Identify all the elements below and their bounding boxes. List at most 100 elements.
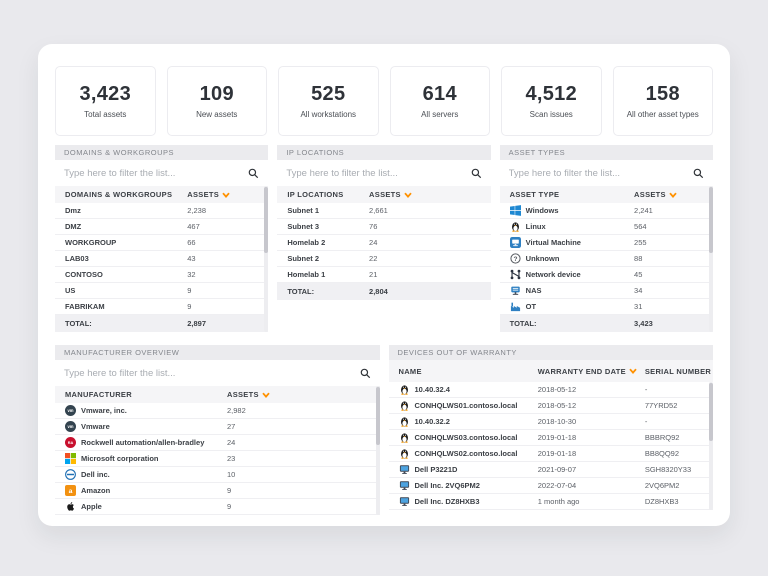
scrollbar-thumb[interactable] <box>709 383 713 441</box>
stat-all-workstations[interactable]: 525 All workstations <box>278 66 379 136</box>
table-body: Subnet 1 2,661 Subnet 3 76 Homelab 2 24 Subnet… <box>277 203 491 283</box>
scrollbar-thumb[interactable] <box>708 187 713 253</box>
table-row[interactable]: ? Unknown 88 <box>499 251 713 267</box>
warranty-end-date: 1 month ago <box>537 497 580 506</box>
row-label: OT <box>500 301 634 312</box>
table-row[interactable]: Dmz 2,238 <box>55 203 269 219</box>
panel-ip-locations: IP LOCATIONS IP LOCATIONS ASSETS Subnet … <box>277 145 491 300</box>
scrollbar[interactable] <box>375 386 380 515</box>
table-row[interactable]: Linux 564 <box>499 219 713 235</box>
linux-icon <box>399 416 410 427</box>
scrollbar-thumb[interactable] <box>264 187 269 253</box>
scrollbar[interactable] <box>264 186 269 332</box>
panel-title: DOMAINS & WORKGROUPS <box>55 145 269 160</box>
table-header: IP LOCATIONS ASSETS <box>277 186 491 203</box>
device-name: CONHQLWS02.contoso.local <box>389 448 538 459</box>
stat-label: All other asset types <box>626 110 699 119</box>
stat-scan-issues[interactable]: 4,512 Scan issues <box>501 66 602 136</box>
panel-domains-workgroups: DOMAINS & WORKGROUPS DOMAINS & WORKGROUP… <box>55 145 269 332</box>
svg-text:RA: RA <box>68 441 74 445</box>
table-row[interactable]: Subnet 1 2,661 <box>277 203 491 219</box>
row-label: LAB03 <box>65 254 89 263</box>
table-row[interactable]: Virtual Machine 255 <box>499 235 713 251</box>
table-row[interactable]: US 9 <box>55 283 269 299</box>
table-row[interactable]: RA Rockwell automation/allen-bradley 24 <box>55 435 380 451</box>
column-header: SERIAL NUMBER <box>644 366 712 376</box>
row-label: Windows <box>500 205 634 216</box>
stat-other-asset-types[interactable]: 158 All other asset types <box>612 66 713 136</box>
table-row[interactable]: Subnet 2 22 <box>277 251 491 267</box>
table-row[interactable]: Homelab 1 21 <box>277 267 491 283</box>
row-value: 467 <box>187 222 200 231</box>
filter-input[interactable] <box>286 167 471 179</box>
table-row[interactable]: CONHQLWS01.contoso.local 2018-05-12 77YRD5… <box>388 398 713 414</box>
scrollbar-thumb[interactable] <box>375 387 380 446</box>
row-label: vm Vmware <box>55 421 227 432</box>
table-row[interactable]: 10.40.32.2 2018-10-30 - <box>388 414 713 430</box>
stat-total-assets[interactable]: 3,423 Total assets <box>55 66 156 136</box>
device-name: CONHQLWS01.contoso.local <box>389 400 538 411</box>
filter-input[interactable] <box>64 167 249 179</box>
table-row[interactable]: OT 31 <box>499 299 713 315</box>
table-row[interactable]: Dell Inc. DZ8HXB3 1 month ago DZ8HXB3 <box>388 494 713 510</box>
search-icon[interactable] <box>693 168 704 179</box>
search-icon[interactable] <box>360 368 371 379</box>
sort-chevron-down-icon <box>404 192 412 198</box>
table-row[interactable]: Dell inc. 10 <box>55 467 380 483</box>
row-value: 24 <box>226 438 236 447</box>
row-label: Subnet 1 <box>287 206 319 215</box>
filter-row <box>277 160 491 186</box>
column-header-sort[interactable]: ASSETS <box>187 190 268 199</box>
stat-value: 109 <box>199 83 234 105</box>
stat-label: New assets <box>196 110 238 119</box>
table-row[interactable]: Windows 2,241 <box>499 203 713 219</box>
row-label: RA Rockwell automation/allen-bradley <box>55 437 227 448</box>
dell-icon <box>65 469 76 480</box>
table-row[interactable]: NAS 34 <box>499 283 713 299</box>
table-row[interactable]: Dell P3221D 2021-09-07 SGH8320Y33 <box>388 462 713 478</box>
search-icon[interactable] <box>471 168 482 179</box>
table-row[interactable]: Microsoft corporation 23 <box>55 451 380 467</box>
stat-new-assets[interactable]: 109 New assets <box>166 66 267 136</box>
device-name: Dell Inc. 2VQ6PM2 <box>389 480 538 491</box>
table-row[interactable]: Dell Inc. 2VQ6PM2 2022-07-04 2VQ6PM2 <box>388 478 713 494</box>
table-row[interactable]: Homelab 2 24 <box>277 235 491 251</box>
table-row[interactable]: CONTOSO 32 <box>55 267 269 283</box>
filter-input[interactable] <box>64 367 360 379</box>
serial-number: - <box>644 385 648 394</box>
row-label: Dell inc. <box>55 469 227 480</box>
warranty-end-date: 2018-05-12 <box>537 385 577 394</box>
table-row[interactable]: 10.40.32.4 2018-05-12 - <box>388 382 713 398</box>
table-row[interactable]: DMZ 467 <box>55 219 269 235</box>
table-row[interactable]: vm Vmware, inc. 2,982 <box>55 403 380 419</box>
table-row[interactable]: Apple 9 <box>55 499 380 515</box>
filter-input[interactable] <box>508 167 693 179</box>
column-header-sort[interactable]: ASSETS <box>634 190 713 199</box>
table-row[interactable]: a Amazon 9 <box>55 483 380 499</box>
table-row[interactable]: FABRIKAM 9 <box>55 299 269 315</box>
table-row[interactable]: Subnet 3 76 <box>277 219 491 235</box>
monitor-icon <box>399 496 410 507</box>
dashboard-card: 3,423 Total assets 109 New assets 525 Al… <box>38 44 730 526</box>
table-header: DOMAINS & WORKGROUPS ASSETS <box>55 186 269 203</box>
total-row: TOTAL: 3,423 <box>499 315 713 332</box>
row-label: ? Unknown <box>500 253 634 264</box>
table-row[interactable]: CONHQLWS03.contoso.local 2019-01-18 BBBRQ9… <box>388 430 713 446</box>
stat-all-servers[interactable]: 614 All servers <box>389 66 490 136</box>
row-value: 255 <box>634 238 647 247</box>
column-header-sort[interactable]: ASSETS <box>227 390 380 399</box>
table-row[interactable]: vm Vmware 27 <box>55 419 380 435</box>
column-header-sort[interactable]: ASSETS <box>369 190 491 199</box>
table-row[interactable]: WORKGROUP 66 <box>55 235 269 251</box>
column-header-sort[interactable]: WARRANTY END DATE <box>538 367 645 376</box>
scrollbar[interactable] <box>709 382 713 510</box>
row-label: Microsoft corporation <box>55 453 227 464</box>
serial-number: 77YRD52 <box>644 401 678 410</box>
table-row[interactable]: CONHQLWS02.contoso.local 2019-01-18 BB8QQ9… <box>388 446 713 462</box>
search-icon[interactable] <box>248 168 259 179</box>
table-row[interactable]: Network device 45 <box>499 267 713 283</box>
row-label: Linux <box>500 221 634 232</box>
row-label: CONTOSO <box>65 270 103 279</box>
table-row[interactable]: LAB03 43 <box>55 251 269 267</box>
scrollbar[interactable] <box>708 186 713 332</box>
